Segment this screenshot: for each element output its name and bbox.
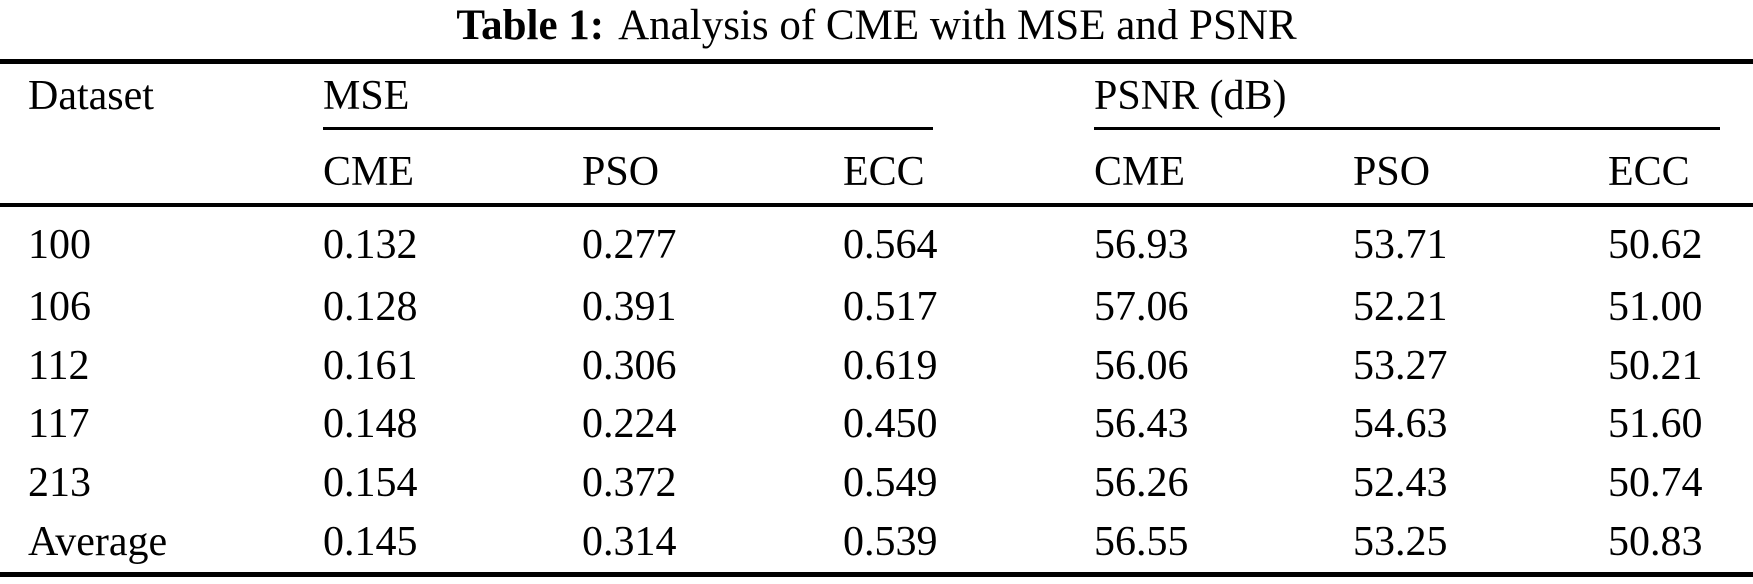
value-cell: 56.93: [1094, 222, 1189, 268]
value-cell: 57.06: [1094, 284, 1189, 330]
value-cell: 53.25: [1353, 519, 1448, 565]
sub-header-cell: CME: [1094, 149, 1186, 195]
dataset-cell: 106: [28, 284, 91, 330]
table-group-header-row: Dataset MSE PSNR (dB): [0, 72, 1753, 120]
value-cell: 0.391: [582, 284, 677, 330]
table-row: 213 0.154 0.372 0.549 56.26 52.43 50.74: [0, 459, 1753, 507]
table-row: 117 0.148 0.224 0.450 56.43 54.63 51.60: [0, 400, 1753, 448]
psnr-group-underline: [1094, 127, 1720, 130]
dataset-cell: Average: [28, 519, 168, 565]
table-row: 106 0.128 0.391 0.517 57.06 52.21 51.00: [0, 283, 1753, 331]
value-cell: 56.06: [1094, 343, 1189, 389]
table-bottom-rule: [0, 572, 1753, 577]
value-cell: 52.21: [1353, 284, 1448, 330]
value-cell: 51.60: [1608, 401, 1703, 447]
value-cell: 0.539: [843, 519, 938, 565]
value-cell: 56.43: [1094, 401, 1189, 447]
value-cell: 53.27: [1353, 343, 1448, 389]
value-cell: 0.277: [582, 222, 677, 268]
group-header-mse: MSE: [323, 73, 410, 119]
dataset-cell: 112: [28, 343, 90, 389]
dataset-cell: 213: [28, 460, 91, 506]
value-cell: 0.132: [323, 222, 418, 268]
value-cell: 50.74: [1608, 460, 1703, 506]
value-cell: 53.71: [1353, 222, 1448, 268]
sub-header-cell: ECC: [843, 149, 925, 195]
value-cell: 0.450: [843, 401, 938, 447]
table-header-rule: [0, 203, 1753, 207]
value-cell: 51.00: [1608, 284, 1703, 330]
value-cell: 50.21: [1608, 343, 1703, 389]
sub-header-cell: PSO: [582, 149, 660, 195]
table-row: 112 0.161 0.306 0.619 56.06 53.27 50.21: [0, 342, 1753, 390]
corner-header-cell: Dataset: [28, 73, 154, 119]
value-cell: 0.549: [843, 460, 938, 506]
value-cell: 54.63: [1353, 401, 1448, 447]
mse-group-underline: [323, 127, 933, 130]
value-cell: 0.128: [323, 284, 418, 330]
dataset-cell: 100: [28, 222, 91, 268]
sub-header-cell: PSO: [1353, 149, 1431, 195]
value-cell: 0.564: [843, 222, 938, 268]
value-cell: 0.224: [582, 401, 677, 447]
value-cell: 0.148: [323, 401, 418, 447]
table-row: 100 0.132 0.277 0.564 56.93 53.71 50.62: [0, 221, 1753, 269]
value-cell: 56.26: [1094, 460, 1189, 506]
table-sub-header-row: CME PSO ECC CME PSO ECC: [0, 148, 1753, 196]
table-row: Average 0.145 0.314 0.539 56.55 53.25 50…: [0, 518, 1753, 566]
value-cell: 0.161: [323, 343, 418, 389]
value-cell: 0.314: [582, 519, 677, 565]
table-top-rule: [0, 59, 1753, 64]
value-cell: 0.372: [582, 460, 677, 506]
sub-header-cell: ECC: [1608, 149, 1690, 195]
table-caption-text: Analysis of CME with MSE and PSNR: [618, 2, 1297, 49]
value-cell: 0.517: [843, 284, 938, 330]
value-cell: 0.306: [582, 343, 677, 389]
group-header-psnr: PSNR (dB): [1094, 73, 1287, 119]
table-caption: Table 1: Analysis of CME with MSE and PSN…: [0, 1, 1753, 51]
value-cell: 50.83: [1608, 519, 1703, 565]
value-cell: 0.154: [323, 460, 418, 506]
value-cell: 56.55: [1094, 519, 1189, 565]
value-cell: 50.62: [1608, 222, 1703, 268]
table-caption-label: Table 1:: [456, 2, 605, 49]
value-cell: 0.619: [843, 343, 938, 389]
value-cell: 52.43: [1353, 460, 1448, 506]
value-cell: 0.145: [323, 519, 418, 565]
dataset-cell: 117: [28, 401, 90, 447]
sub-header-cell: CME: [323, 149, 415, 195]
